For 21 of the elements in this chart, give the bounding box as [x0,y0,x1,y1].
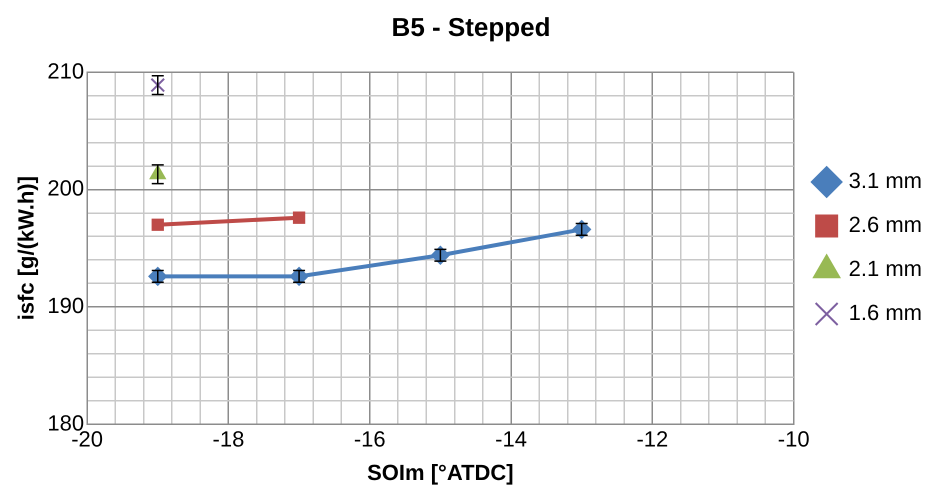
x-tick-label: -18 [212,426,244,452]
legend-label: 2.6 mm [848,212,922,238]
point [148,266,168,286]
point [292,212,306,224]
x-tick-label: -14 [495,426,527,452]
y-tick-label: 200 [47,176,84,201]
legend-label: 2.1 mm [848,256,922,282]
x-tick-label: -10 [778,426,810,452]
point [430,246,450,265]
x-tick-label: -16 [354,426,386,452]
point [572,220,592,239]
point [290,266,309,286]
chart-title: B5 - Stepped [392,12,550,42]
x-axis-title: SOIm [°ATDC] [367,460,514,485]
point [152,218,164,231]
legend-label: 3.1 mm [848,168,922,194]
y-axis-title: isfc [g/(kW.h)] [13,176,38,320]
x-tick-label: -12 [636,426,668,452]
legend-label: 1.6 mm [848,300,922,326]
y-tick-label: 190 [47,292,84,318]
y-tick-label: 210 [47,58,84,84]
